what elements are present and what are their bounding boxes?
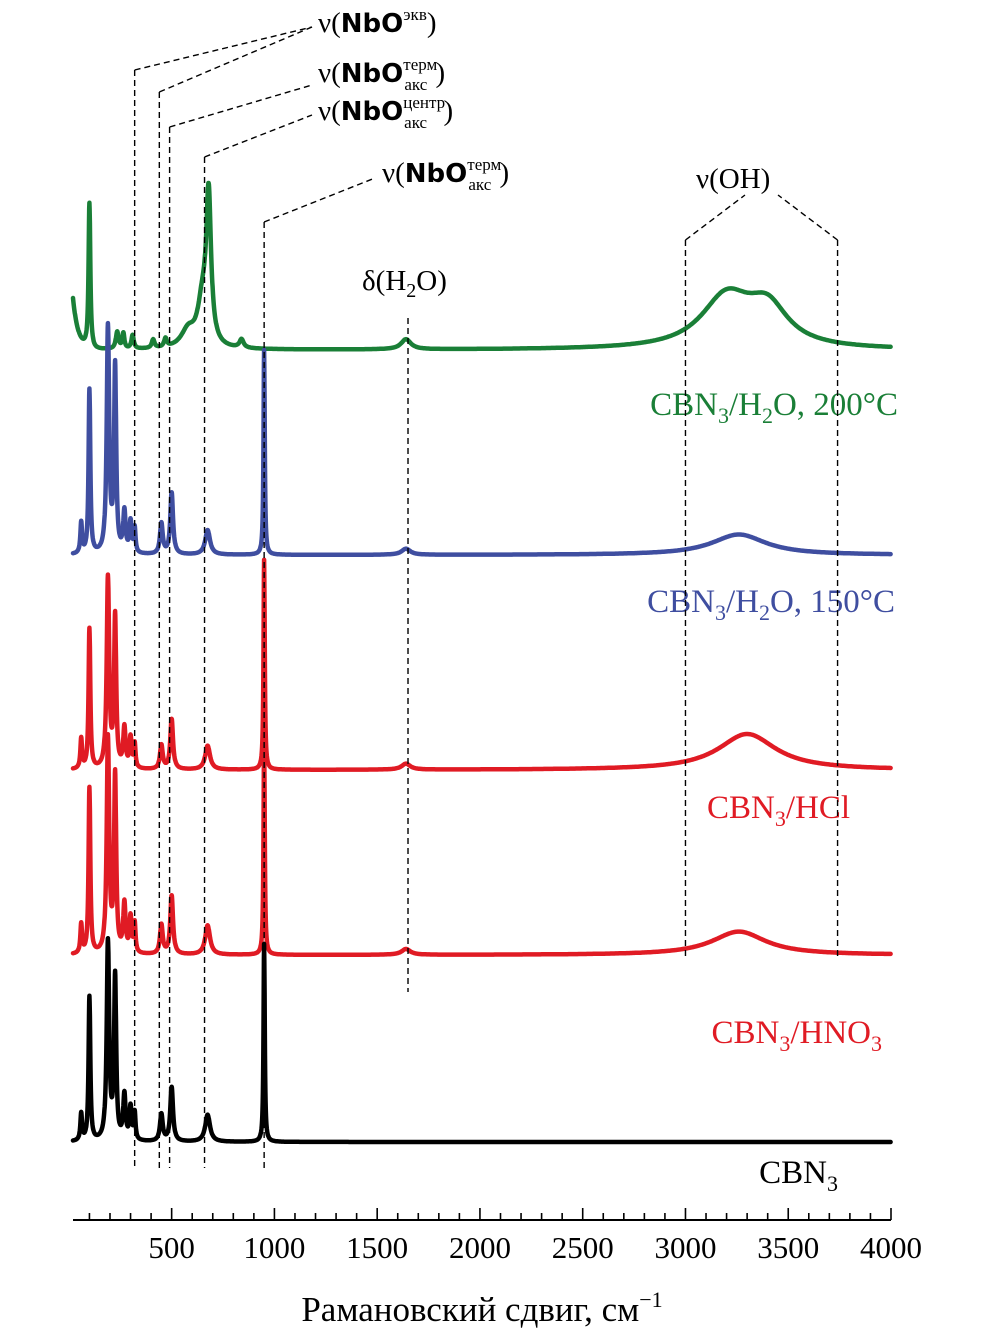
series-label: CBN3/H2O, 200°C <box>650 387 898 428</box>
series-line <box>70 936 893 1145</box>
series-label-part: CBN <box>759 1155 827 1191</box>
x-tick-label: 1000 <box>243 1230 305 1265</box>
x-tick-label: 2000 <box>449 1230 511 1265</box>
annotation-subscript: акс <box>404 113 427 132</box>
annotation-subscript: акс <box>404 75 427 94</box>
x-tick-label: 4000 <box>860 1230 922 1265</box>
series-label-subscript: 3 <box>827 1171 838 1196</box>
series-label-subscript: 2 <box>762 403 773 428</box>
annotation-bold: NbO <box>405 159 467 189</box>
annotation-superscript: экв <box>403 5 427 24</box>
series-line <box>70 320 893 558</box>
annotation-prefix: ν( <box>382 157 405 189</box>
x-axis: 500 1000 1500 2000 2500 3000 3500 4000 Рамановск… <box>73 1208 922 1329</box>
series-label-part: /HCl <box>786 790 850 826</box>
annotation-subscript: акс <box>468 175 491 194</box>
series-4: CBN3/HNO3 <box>70 732 893 1056</box>
x-tick-label: 3000 <box>654 1230 716 1265</box>
series-label-part: O, 200°C <box>773 387 898 423</box>
annotation-nbo-aks-term-2: ν(NbOтерм акс) <box>382 155 509 194</box>
series-label-part: CBN <box>707 790 775 826</box>
annotation-prefix: ν( <box>318 57 341 89</box>
annotation-prefix: ν( <box>318 95 341 127</box>
annotation-subscript: 2 <box>406 280 416 302</box>
series-1: CBN3/H2O, 200°C <box>70 180 898 428</box>
annotation-bold: NbO <box>341 9 403 39</box>
series-label-part: /HNO <box>790 1015 871 1051</box>
annotation-main: ν(OH) <box>696 163 770 195</box>
series-label-subscript: 3 <box>715 600 726 625</box>
annotation-suffix: ) <box>435 57 445 89</box>
series-3: CBN3/HCl <box>70 557 893 831</box>
series-line <box>70 180 893 352</box>
guide-leader <box>685 194 746 241</box>
series-label-subscript: 2 <box>759 600 770 625</box>
series-label: CBN3 <box>759 1155 838 1196</box>
series-label: CBN3/H2O, 150°C <box>647 584 895 625</box>
annotation-nbo-ekv: ν(NbOэкв) <box>318 5 437 39</box>
series-label-part: CBN <box>711 1015 779 1051</box>
series-label-subscript: 3 <box>871 1031 882 1056</box>
series-label-part: CBN <box>650 387 718 423</box>
series-line <box>70 732 893 957</box>
guide-leader <box>169 84 313 128</box>
series-label-subscript: 3 <box>775 806 786 831</box>
guide-leader <box>159 26 313 93</box>
x-tick-label: 1500 <box>346 1230 408 1265</box>
annotation-suffix: O) <box>416 265 447 297</box>
series-label-part: /H <box>729 387 762 423</box>
series-2: CBN3/H2O, 150°C <box>70 320 895 625</box>
annotation-suffix: ) <box>443 95 453 127</box>
guide-lines <box>133 26 839 1168</box>
annotation-prefix: ν( <box>318 7 341 39</box>
series-label: CBN3/HNO3 <box>711 1015 882 1056</box>
annotation-superscript: терм <box>403 55 437 74</box>
series-label-subscript: 3 <box>779 1031 790 1056</box>
guide-leader <box>777 194 838 241</box>
x-axis-title-exponent: −1 <box>639 1287 662 1312</box>
guide-leader <box>204 114 313 158</box>
series-label-part: /H <box>726 584 759 620</box>
annotation-h2o-bend: δ(H2O) <box>362 265 447 302</box>
guide-leader <box>134 26 313 71</box>
annotation-superscript: центр <box>403 93 445 112</box>
series-label-subscript: 3 <box>718 403 729 428</box>
annotation-superscript: терм <box>467 155 501 174</box>
annotation-oh-stretch: ν(OH) <box>696 163 770 195</box>
x-tick-label: 500 <box>148 1230 195 1265</box>
annotation-bold: NbO <box>341 97 403 127</box>
guide-leader <box>263 177 376 223</box>
annotation-bold: NbO <box>341 59 403 89</box>
series-line <box>70 557 893 772</box>
series-label-part: O, 150°C <box>770 584 895 620</box>
series-label: CBN3/HCl <box>707 790 850 831</box>
x-tick-label: 2500 <box>552 1230 614 1265</box>
x-tick-label: 3500 <box>757 1230 819 1265</box>
annotation-nbo-aks-centr: ν(NbOцентр акс) <box>318 93 453 132</box>
series-label-part: CBN <box>647 584 715 620</box>
annotations: ν(NbOэкв)ν(NbOтерм акс)ν(NbOцентр акс)ν(Nb… <box>318 5 770 302</box>
annotation-suffix: ) <box>427 7 437 39</box>
annotation-suffix: ) <box>499 157 509 189</box>
annotation-main: δ(H <box>362 265 406 297</box>
series-5: CBN3 <box>70 936 893 1196</box>
x-axis-title: Рамановский сдвиг, см−1 <box>301 1287 662 1329</box>
annotation-nbo-aks-term-1: ν(NbOтерм акс) <box>318 55 445 94</box>
